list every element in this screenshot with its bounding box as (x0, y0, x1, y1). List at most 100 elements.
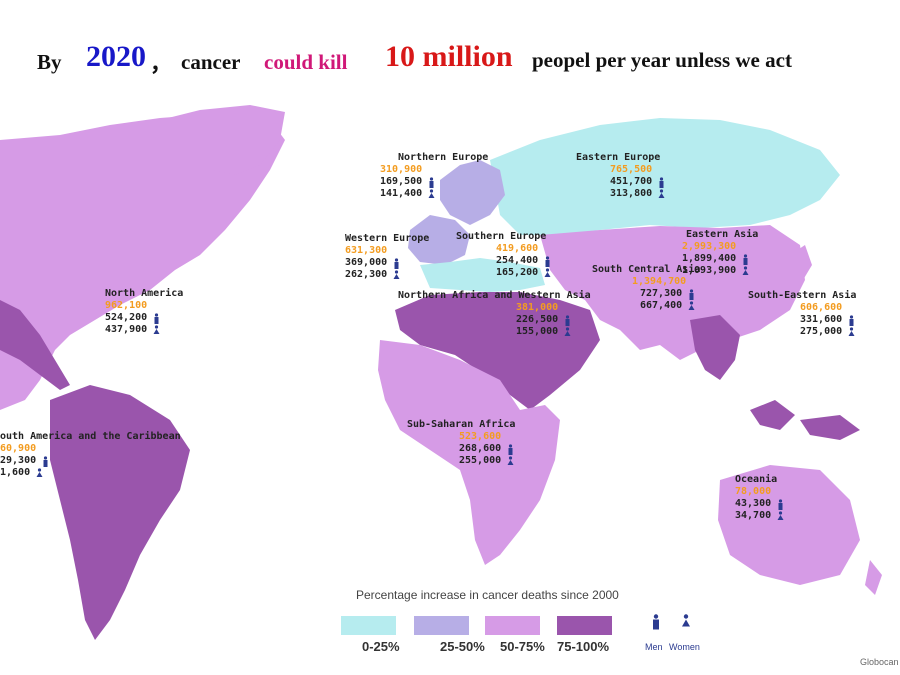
region-women: 141,400 (380, 188, 423, 199)
man-icon (43, 455, 48, 467)
legend-men-label: Men (645, 642, 663, 652)
region-southern-europe: Southern Europe 419,600 254,400 165,200 (456, 231, 551, 279)
woman-icon (507, 455, 514, 465)
legend-swatch-0-25 (341, 616, 396, 635)
region-women: 165,200 (496, 267, 539, 278)
title-year: 2020 (86, 40, 146, 73)
woman-icon (564, 326, 571, 336)
region-south-america: outh America and the Caribbean 60,900 29… (0, 431, 181, 479)
man-icon (394, 257, 399, 269)
southeast-asia-shape (690, 315, 740, 380)
region-women: 667,400 (640, 300, 683, 311)
region-women: 255,000 (459, 455, 502, 466)
woman-icon (688, 300, 695, 310)
region-name: outh America and the Caribbean (0, 431, 181, 442)
woman-icon (742, 265, 749, 275)
region-men: 451,700 (610, 176, 653, 187)
legend-label-50-75: 50-75% (500, 639, 545, 654)
man-icon (659, 176, 664, 188)
region-oceania: Oceania 78,000 43,300 34,700 (735, 474, 784, 522)
man-icon (743, 253, 748, 265)
region-n-africa-w-asia: Northern Africa and Western Asia 381,000… (398, 290, 591, 338)
region-name: Sub-Saharan Africa (407, 419, 516, 430)
region-men: 1,899,400 (682, 253, 737, 264)
region-men: 169,500 (380, 176, 423, 187)
region-women: 313,800 (610, 188, 653, 199)
title-cancer: cancer (181, 50, 241, 74)
region-total: 606,600 (800, 302, 843, 313)
woman-icon (428, 188, 435, 198)
region-total: 523,600 (459, 431, 502, 442)
woman-icon (658, 188, 665, 198)
north-america-shape (0, 112, 285, 410)
region-men: 226,500 (516, 314, 559, 325)
region-men: 727,300 (640, 288, 683, 299)
western-europe-shape (408, 215, 470, 265)
title-million: 10 million (385, 40, 513, 73)
region-women: 1,600 (0, 467, 31, 478)
region-total: 1,394,700 (632, 276, 687, 287)
legend-man-icon (653, 614, 659, 630)
region-name: South-Eastern Asia (748, 290, 857, 301)
title-by: By (37, 50, 62, 74)
legend-label-0-25: 0-25% (362, 639, 400, 654)
legend-woman-icon (682, 614, 690, 627)
man-icon (154, 312, 159, 324)
region-name: Eastern Europe (576, 152, 661, 163)
region-women: 275,000 (800, 326, 843, 337)
region-men: 268,600 (459, 443, 502, 454)
region-northern-europe: Northern Europe 310,900 169,500 141,400 (380, 152, 489, 200)
region-eastern-europe: Eastern Europe 765,500 451,700 313,800 (576, 152, 665, 200)
region-total: 310,900 (380, 164, 423, 175)
indonesia-shape (750, 400, 860, 440)
region-men: 369,000 (345, 257, 388, 268)
south-america-shape (50, 385, 190, 640)
woman-icon (36, 467, 43, 477)
legend-label-25-50: 25-50% (440, 639, 485, 654)
region-name: South Central Asia (592, 264, 701, 275)
man-icon (545, 255, 550, 267)
legend-women-label: Women (669, 642, 700, 652)
title-comma: ， (150, 51, 173, 76)
region-men: 331,600 (800, 314, 843, 325)
woman-icon (848, 326, 855, 336)
man-icon (429, 176, 434, 188)
region-name: Oceania (735, 474, 778, 485)
northern-europe-shape (440, 160, 505, 225)
eastern-europe-shape (490, 118, 840, 235)
asia-shape (540, 225, 805, 360)
region-total: 962,100 (105, 300, 148, 311)
region-name: Northern Europe (398, 152, 489, 163)
region-eastern-asia: Eastern Asia 2,993,300 1,899,400 1,093,9… (682, 229, 758, 277)
region-total: 381,000 (516, 302, 559, 313)
southern-europe-shape (420, 258, 545, 292)
man-icon (508, 443, 513, 455)
region-sub-saharan-africa: Sub-Saharan Africa 523,600 268,600 255,0… (407, 419, 515, 467)
woman-icon (153, 324, 160, 334)
region-total: 2,993,300 (682, 241, 737, 252)
woman-icon (777, 510, 784, 520)
greenland-shape (160, 105, 285, 175)
region-total: 60,900 (0, 443, 37, 454)
region-name: Northern Africa and Western Asia (398, 290, 591, 301)
new-zealand-shape (865, 560, 882, 595)
japan-shape (790, 245, 812, 285)
region-se-asia: South-Eastern Asia 606,600 331,600 275,0… (748, 290, 856, 338)
region-men: 43,300 (735, 498, 772, 509)
region-women: 155,000 (516, 326, 559, 337)
region-women: 437,900 (105, 324, 148, 335)
man-icon (565, 314, 570, 326)
man-icon (849, 314, 854, 326)
central-america-shape (0, 300, 70, 390)
title-rest: peopel per year unless we act (532, 48, 792, 72)
source-credit: Globocan (860, 657, 899, 667)
legend-swatch-75-100 (557, 616, 612, 635)
region-men: 29,300 (0, 455, 37, 466)
n-africa-w-asia-shape (395, 292, 600, 410)
australia-shape (718, 465, 860, 585)
region-western-europe: Western Europe 631,300 369,000 262,300 (345, 233, 429, 281)
region-women: 34,700 (735, 510, 772, 521)
region-men: 524,200 (105, 312, 148, 323)
legend-swatch-25-50 (414, 616, 469, 635)
